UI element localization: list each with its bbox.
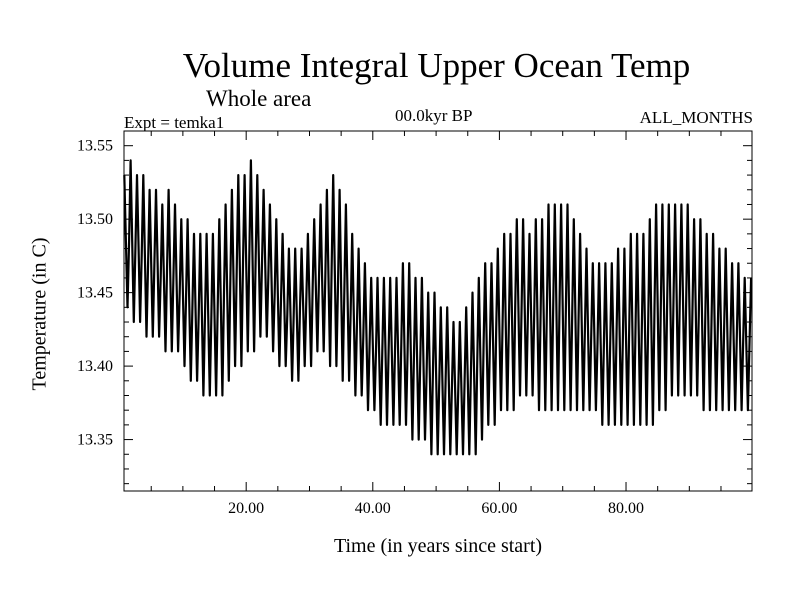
chart-title: Volume Integral Upper Ocean Temp: [182, 46, 691, 85]
chart-subtitle: Whole area: [206, 86, 312, 111]
x-tick-label: 80.00: [608, 500, 644, 517]
months-label: ALL_MONTHS: [639, 108, 753, 127]
y-tick-label: 13.45: [77, 285, 113, 302]
y-tick-label: 13.50: [77, 211, 113, 228]
experiment-label: Expt = temka1: [124, 113, 225, 132]
y-tick-label: 13.55: [77, 138, 113, 155]
x-tick-label: 20.00: [228, 500, 264, 517]
x-tick-label: 60.00: [481, 500, 517, 517]
x-tick-label: 40.00: [355, 500, 391, 517]
x-axis-label: Time (in years since start): [333, 535, 543, 557]
y-tick-label: 13.40: [77, 358, 113, 375]
plot-frame: [123, 130, 753, 492]
y-tick-label: 13.35: [77, 432, 113, 449]
period-label: 00.0kyr BP: [395, 106, 473, 125]
temperature-series-line: [123, 159, 753, 456]
